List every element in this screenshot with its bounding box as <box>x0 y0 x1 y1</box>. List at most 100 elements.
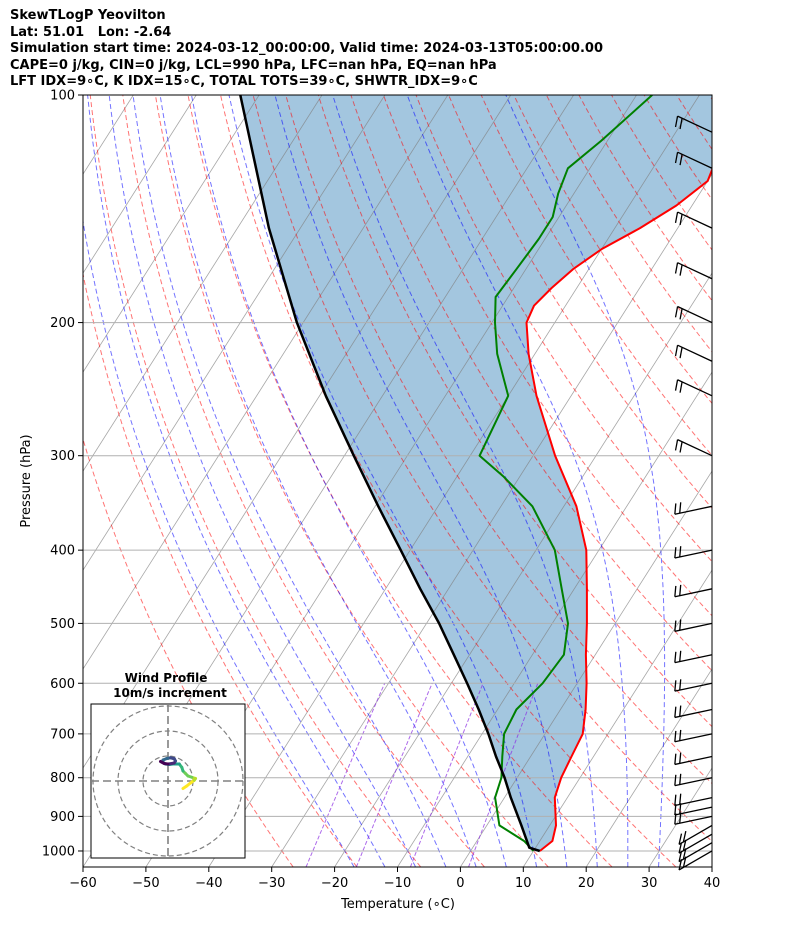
barb-flag <box>679 502 682 514</box>
isotherm-line <box>460 470 712 867</box>
barb-flag <box>679 793 682 805</box>
barb-shaft <box>674 796 713 807</box>
dry-adiabat <box>708 95 712 101</box>
wind-barb <box>674 305 713 324</box>
profile-lines <box>239 95 712 853</box>
barb-shaft <box>674 755 713 766</box>
dry-adiabat <box>154 95 549 867</box>
dry-adiabat <box>350 95 712 672</box>
barb-flag <box>674 379 679 391</box>
adiabat-lines <box>0 95 794 867</box>
moist-adiabat <box>159 95 477 867</box>
dry-adiabat <box>611 95 712 251</box>
wind-barb <box>674 773 713 787</box>
barb-flag <box>679 154 683 166</box>
isotherm-line <box>0 95 70 867</box>
x-tick-label: −20 <box>321 876 348 891</box>
wind-barb <box>674 502 713 515</box>
isotherm-line <box>0 95 8 867</box>
isotherm-line <box>83 95 260 373</box>
barb-flag <box>674 680 677 692</box>
barb-shaft <box>677 115 713 133</box>
isotherm-line <box>711 866 712 867</box>
wind-barbs <box>674 115 713 871</box>
barb-flag <box>679 752 682 764</box>
barb-shaft <box>674 505 713 515</box>
dry-adiabat <box>220 95 677 867</box>
indices-line: LFT IDX=9∘C, K IDX=15∘C, TOTAL TOTS=39∘C… <box>10 74 478 89</box>
barb-shaft <box>677 151 713 169</box>
wind-profile-inset: Wind Profile 10m/s increment <box>90 671 246 859</box>
y-tick-label: 500 <box>50 617 75 632</box>
chart-title-block: SkewTLogP Yeovilton Lat: 51.01 Lon: -2.6… <box>10 8 603 91</box>
dry-adiabat <box>83 271 358 867</box>
barb-flag <box>674 547 677 559</box>
dry-adiabat <box>383 95 712 617</box>
mixing-ratio-line <box>305 683 386 867</box>
isotherm-line <box>648 767 712 867</box>
barb-flag <box>679 705 682 717</box>
dry-adiabat <box>676 95 712 151</box>
y-tick-label: 700 <box>50 727 75 742</box>
y-tick-label: 100 <box>50 89 75 104</box>
x-tick-label: −40 <box>195 876 222 891</box>
barb-shaft <box>677 211 713 229</box>
y-axis: 100 200 300 400 500 600 700 800 900 1000 <box>42 89 83 859</box>
cape-line: CAPE=0 j/kg, CIN=0 j/kg, LCL=990 hPa, LF… <box>10 57 497 73</box>
temperature-line <box>525 167 712 852</box>
moist-adiabat <box>228 95 538 867</box>
barb-shaft <box>674 549 713 559</box>
inset-title: Wind Profile <box>125 671 208 685</box>
x-tick-label: 0 <box>456 876 464 891</box>
barb-flag <box>678 842 683 854</box>
isotherm-line <box>208 95 700 867</box>
moist-adiabat <box>87 95 386 867</box>
dry-adiabat <box>285 95 712 785</box>
barb-shaft <box>677 305 713 324</box>
barb-shaft <box>677 344 713 362</box>
barb-shaft <box>678 824 713 845</box>
barb-flag <box>674 585 677 597</box>
barb-shaft <box>674 708 713 719</box>
barb-shaft <box>674 777 713 787</box>
hodograph-segment <box>159 760 166 765</box>
mixing-ratio-line <box>409 683 484 867</box>
dry-adiabat <box>252 95 712 843</box>
x-tick-label: −60 <box>69 876 96 891</box>
isotherm-line <box>83 95 197 274</box>
cape-cin-shading <box>240 95 712 851</box>
isotherm-line <box>83 95 323 472</box>
x-tick-label: −10 <box>384 876 411 891</box>
moist-adiabat <box>332 95 598 867</box>
mixing-ratio-line <box>355 683 433 867</box>
wind-barb <box>674 650 713 664</box>
dry-adiabat <box>774 95 794 867</box>
barb-flag <box>679 381 683 393</box>
wind-barb <box>674 619 713 632</box>
barb-flag <box>674 152 679 164</box>
barb-shaft <box>674 733 713 743</box>
moist-adiabat <box>132 95 447 867</box>
barb-flag <box>679 347 683 359</box>
wind-barb <box>674 584 713 598</box>
wind-barb <box>674 344 713 362</box>
barb-flag <box>679 773 682 785</box>
barb-flag <box>674 345 679 357</box>
y-axis-label: Pressure (hPa) <box>19 434 34 527</box>
dry-adiabat <box>415 95 712 563</box>
barb-shaft <box>674 682 713 692</box>
barb-flag <box>674 439 679 451</box>
wind-barb <box>674 439 713 457</box>
y-tick-label: 1000 <box>42 844 75 859</box>
wind-barb <box>674 151 713 169</box>
barb-shaft <box>677 262 713 280</box>
isotherm-line <box>83 95 386 571</box>
x-tick-label: 40 <box>704 876 721 891</box>
dry-adiabat <box>742 95 794 867</box>
barb-flag <box>682 830 687 843</box>
barb-shaft <box>674 588 713 598</box>
x-tick-label: 10 <box>515 876 532 891</box>
barb-flag <box>674 262 679 274</box>
barb-flag <box>679 650 682 662</box>
x-axis-label: Temperature (∘C) <box>340 897 455 912</box>
